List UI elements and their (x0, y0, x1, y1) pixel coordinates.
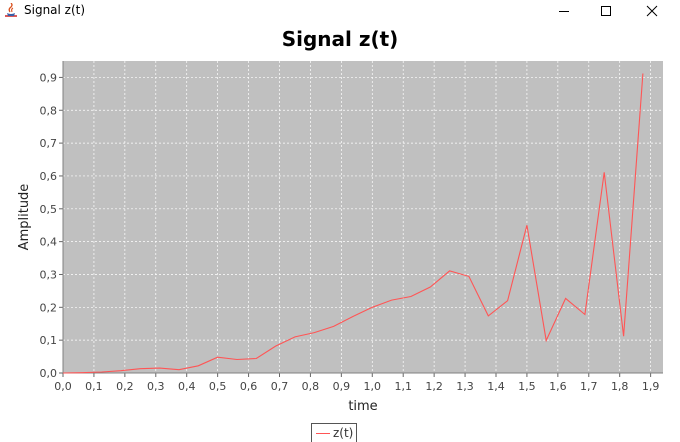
axes: 0,0 0,1 0,2 0,3 0,4 0,5 0,6 0,7 0,8 0,9 1,0 1,1 1,2 1… (40, 61, 663, 393)
y-tick-label: 0,2 (40, 301, 58, 314)
x-tick-label: 1,1 (394, 380, 412, 393)
chart-title: Signal z(t) (281, 27, 399, 51)
legend: z(t) (311, 423, 357, 442)
x-tick-label: 0,9 (333, 380, 351, 393)
legend-swatch (316, 433, 330, 434)
window-title: Signal z(t) (24, 3, 86, 17)
x-tick-label: 1,7 (580, 380, 598, 393)
x-tick-label: 0,7 (271, 380, 289, 393)
x-tick-label: 0,8 (302, 380, 320, 393)
y-axis-label: Amplitude (17, 184, 32, 251)
java-app-icon (5, 3, 17, 17)
y-tick-label: 0,9 (40, 71, 58, 84)
x-tick-label: 0,2 (116, 380, 134, 393)
close-button[interactable] (629, 0, 675, 22)
x-axis-label: time (348, 399, 377, 414)
x-tick-label: 0,4 (178, 380, 196, 393)
y-tick-label: 0,7 (40, 137, 58, 150)
maximize-icon (601, 6, 611, 16)
x-tick-label: 1,9 (642, 380, 660, 393)
grid-lines (62, 61, 663, 374)
x-tick-label: 1,4 (487, 380, 505, 393)
x-tick-label: 1,8 (611, 380, 629, 393)
series-layer (62, 73, 644, 374)
minimize-button[interactable] (541, 0, 587, 22)
x-tick-label: 0,0 (54, 380, 72, 393)
x-tick-label: 1,6 (549, 380, 567, 393)
y-tick-label: 0,3 (40, 268, 58, 281)
x-tick-label: 0,1 (85, 380, 103, 393)
x-tick-label: 0,3 (147, 380, 165, 393)
x-tick-label: 1,5 (518, 380, 536, 393)
y-tick-label: 0,4 (40, 236, 58, 249)
y-tick-label: 0,1 (40, 334, 58, 347)
window-titlebar: Signal z(t) (0, 0, 680, 22)
x-tick-label: 1,3 (456, 380, 474, 393)
minimize-icon (559, 11, 569, 12)
x-tick-label: 0,6 (240, 380, 258, 393)
y-tick-label: 0,5 (40, 203, 58, 216)
y-tick-label: 0,8 (40, 104, 58, 117)
y-tick-label: 0,0 (40, 367, 58, 380)
y-tick-label: 0,6 (40, 170, 58, 183)
x-tick-label: 1,0 (364, 380, 382, 393)
x-tick-label: 0,5 (209, 380, 227, 393)
maximize-button[interactable] (583, 0, 629, 22)
legend-label: z(t) (333, 426, 354, 440)
plot-area (63, 61, 663, 373)
x-tick-label: 1,2 (425, 380, 443, 393)
close-icon (646, 5, 658, 17)
